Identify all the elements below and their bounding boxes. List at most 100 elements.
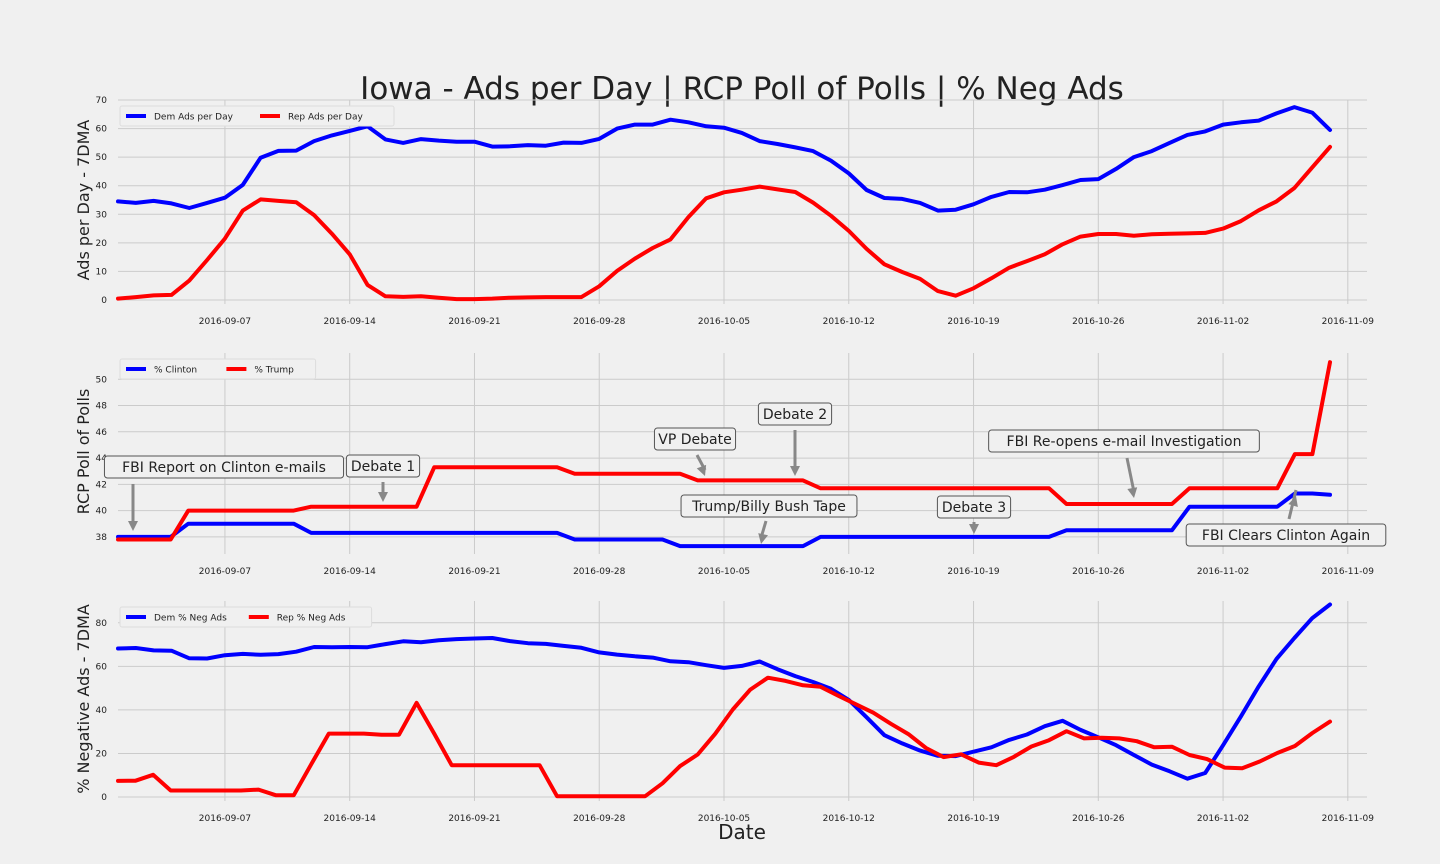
x-tick-label: 2016-09-07	[199, 814, 251, 824]
x-tick-label: 2016-10-05	[698, 567, 750, 577]
x-tick-label: 2016-09-14	[324, 814, 377, 824]
y-tick-label: 60	[96, 125, 108, 135]
annotation-box	[1185, 523, 1387, 547]
x-tick-label: 2016-10-05	[698, 317, 750, 327]
annotation-label: Debate 1	[351, 459, 415, 475]
y-tick-label: 70	[96, 96, 108, 106]
y-tick-label: 44	[96, 454, 108, 464]
x-axis-label: Date	[718, 820, 766, 844]
annotation: VP Debate	[653, 427, 737, 476]
y-tick-label: 42	[96, 480, 107, 490]
annotation-box	[757, 402, 833, 426]
annotation: FBI Clears Clinton Again	[1185, 489, 1387, 547]
x-tick-label: 2016-09-07	[199, 567, 251, 577]
legend: Dem % Neg Ads Rep % Neg Ads	[119, 606, 373, 628]
annotation-box	[680, 494, 858, 518]
x-tick-label: 2016-09-14	[324, 317, 377, 327]
annotation-label: FBI Clears Clinton Again	[1202, 528, 1370, 544]
annotation-arrowhead	[128, 521, 138, 531]
annotation-arrowhead	[969, 524, 979, 534]
series-line	[116, 144, 1332, 302]
annotation-label: Debate 2	[763, 407, 827, 423]
annotation-box	[653, 427, 737, 451]
legend-label: % Clinton	[154, 366, 197, 376]
annotation: Debate 2	[757, 402, 833, 476]
annotation-label: FBI Report on Clinton e-mails	[122, 460, 326, 476]
annotation-arrowhead	[1288, 496, 1298, 508]
y-tick-label: 40	[96, 507, 108, 517]
annotation-label: Debate 3	[942, 500, 1006, 516]
x-tick-label: 2016-09-28	[573, 814, 626, 824]
panel-3: 0 20 40 60 80 2016-09-07 2016-09-14 2016-09-21 2…	[74, 601, 1374, 824]
y-tick-label: 30	[96, 210, 108, 220]
x-tick-label: 2016-11-02	[1197, 317, 1249, 327]
y-tick-label: 38	[96, 533, 108, 543]
series-line	[116, 491, 1332, 549]
x-tick-label: 2016-10-26	[1072, 814, 1125, 824]
annotation-box	[103, 455, 345, 479]
x-tick-label: 2016-10-12	[823, 814, 875, 824]
legend: % Clinton % Trump	[119, 358, 317, 380]
legend: Dem Ads per Day Rep Ads per Day	[119, 105, 395, 127]
x-tick-label: 2016-10-05	[698, 814, 750, 824]
x-tick-label: 2016-11-09	[1322, 567, 1375, 577]
legend-box	[119, 358, 317, 380]
x-tick-label: 2016-10-26	[1072, 317, 1125, 327]
y-tick-label: 40	[96, 182, 108, 192]
legend-box	[119, 606, 373, 628]
x-tick-label: 2016-09-07	[199, 317, 251, 327]
x-tick-label: 2016-10-12	[823, 567, 875, 577]
x-tick-label: 2016-09-14	[324, 567, 377, 577]
y-tick-label: 46	[96, 428, 108, 438]
y-axis-label: Ads per Day - 7DMA	[74, 120, 93, 281]
annotation: Debate 3	[936, 495, 1012, 534]
y-tick-label: 80	[96, 619, 108, 629]
legend-label: Rep % Neg Ads	[277, 614, 346, 624]
annotation-arrow	[1125, 457, 1136, 493]
annotation-label: FBI Re-opens e-mail Investigation	[1007, 434, 1242, 450]
series-line	[116, 675, 1332, 799]
y-tick-label: 0	[101, 296, 107, 306]
y-tick-label: 50	[96, 375, 108, 385]
annotation-arrowhead	[1127, 487, 1138, 498]
x-tick-label: 2016-11-09	[1322, 814, 1375, 824]
legend-label: Rep Ads per Day	[288, 113, 363, 123]
x-tick-label: 2016-10-19	[947, 814, 1000, 824]
x-tick-label: 2016-09-21	[448, 317, 500, 327]
y-axis-label: % Negative Ads - 7DMA	[74, 604, 93, 794]
series-line	[116, 602, 1332, 781]
y-tick-label: 60	[96, 662, 108, 672]
panel-2: 38 40 42 44 46 48 50 2016-09-07 2016-09-14 2016-0…	[74, 353, 1387, 577]
y-tick-label: 10	[96, 267, 108, 277]
x-tick-label: 2016-11-02	[1197, 814, 1249, 824]
x-tick-label: 2016-10-12	[823, 317, 875, 327]
y-tick-label: 0	[101, 793, 107, 803]
annotation: Debate 1	[345, 454, 421, 502]
annotation: FBI Report on Clinton e-mails	[103, 455, 345, 531]
x-tick-label: 2016-10-19	[947, 317, 1000, 327]
annotation: FBI Re-opens e-mail Investigation	[988, 429, 1260, 498]
x-tick-label: 2016-11-09	[1322, 317, 1375, 327]
annotation-arrowhead	[696, 464, 707, 476]
x-tick-label: 2016-09-28	[573, 317, 626, 327]
annotation-box	[936, 495, 1012, 519]
y-axis-label: RCP Poll of Polls	[74, 389, 93, 515]
y-tick-label: 20	[96, 749, 108, 759]
series-line	[116, 105, 1332, 213]
legend-label: Dem % Neg Ads	[154, 614, 227, 624]
annotation-box	[345, 454, 421, 478]
x-tick-label: 2016-09-21	[448, 814, 500, 824]
y-tick-label: 48	[96, 402, 108, 412]
legend-label: Dem Ads per Day	[154, 113, 234, 123]
annotation-arrowhead	[378, 492, 388, 502]
x-tick-label: 2016-09-28	[573, 567, 626, 577]
y-tick-label: 50	[96, 153, 108, 163]
annotation-arrowhead	[790, 466, 800, 476]
annotation: Trump/Billy Bush Tape	[680, 494, 858, 544]
annotation-arrowhead	[758, 533, 769, 544]
series-line	[116, 360, 1332, 542]
annotation-label: Trump/Billy Bush Tape	[691, 499, 846, 515]
annotation-label: VP Debate	[658, 432, 731, 448]
y-tick-label: 20	[96, 239, 108, 249]
